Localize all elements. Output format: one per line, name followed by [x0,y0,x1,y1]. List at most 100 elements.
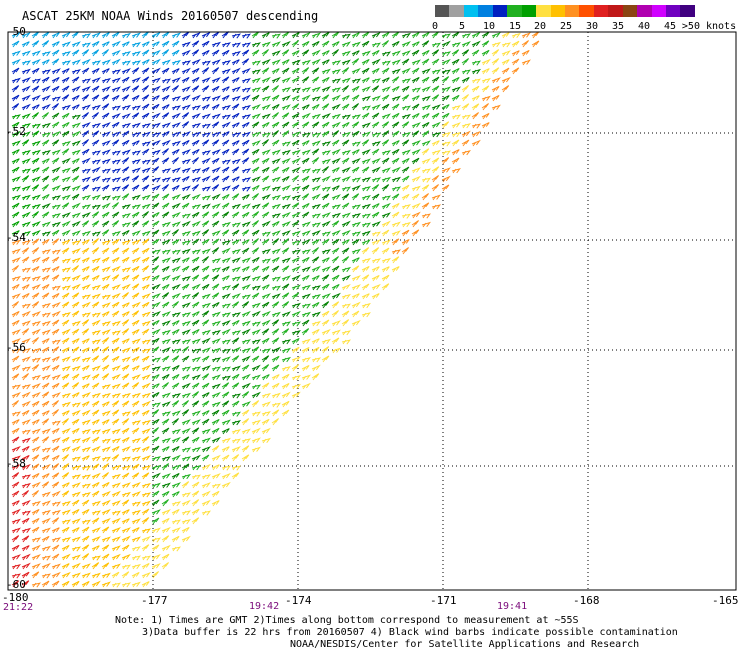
wind-barb [111,545,121,552]
wind-barb [101,384,111,390]
wind-barb [191,319,200,327]
wind-barb [191,184,199,192]
wind-barb [81,112,89,120]
wind-barb [61,60,72,66]
wind-barb [351,103,359,111]
wind-barb [301,211,310,219]
wind-barb [351,85,360,93]
legend-label-25: 25 [559,21,573,32]
wind-barb [481,49,490,57]
wind-barb [201,382,210,390]
wind-barb [171,328,180,336]
wind-barb [391,238,400,246]
wind-barb [201,283,210,291]
wind-barb [131,42,141,48]
wind-barb [131,204,142,210]
wind-barb [191,400,200,408]
wind-barb [231,203,242,210]
wind-barb [61,194,71,201]
wind-barb [221,328,231,336]
wind-barb [51,339,61,345]
wind-barb [461,139,470,147]
wind-barb [411,49,420,57]
wind-barb [171,105,182,111]
wind-barb [181,374,190,381]
wind-barb [21,562,31,570]
wind-barb [281,112,290,120]
wind-barb [391,76,400,84]
wind-barb [281,391,291,399]
wind-barb [411,211,421,219]
wind-barb [71,212,81,219]
wind-barb [101,94,110,102]
wind-barb [121,51,131,57]
wind-barb [81,266,90,273]
wind-barb [361,67,370,75]
wind-barb [491,58,500,66]
wind-barb [181,240,192,246]
wind-barb [281,328,290,336]
wind-barb [51,32,60,39]
wind-barb [361,222,372,228]
wind-barb [201,329,212,336]
wind-barb [71,482,81,489]
wind-barb [431,69,442,75]
wind-barb [121,338,130,345]
wind-barb [371,177,382,183]
wind-barb [11,103,20,111]
wind-barb [71,122,81,129]
wind-barb [81,157,91,165]
wind-barb [221,319,231,327]
wind-barb [311,185,321,192]
wind-barb [161,193,170,201]
wind-barb [101,256,110,264]
wind-barb [21,113,31,120]
wind-barb [201,203,211,210]
wind-barb [141,465,152,471]
wind-barb [21,337,31,345]
wind-barb [171,446,180,453]
wind-barb [11,257,21,264]
wind-barb [251,364,261,372]
wind-barb [71,230,81,237]
wind-barb [271,364,280,372]
wind-barb [211,193,221,201]
wind-barb [221,428,230,435]
wind-barb [331,284,340,291]
wind-barb [171,274,181,282]
wind-barb [101,220,110,228]
wind-barb [131,150,142,156]
wind-barb [141,85,149,93]
wind-barb [171,85,179,93]
wind-barb [331,320,341,327]
wind-barb [471,139,481,147]
wind-barb [151,436,160,444]
wind-barb [61,267,72,273]
wind-barb [301,104,310,111]
wind-barb [311,247,319,255]
wind-barb [191,105,201,111]
wind-barb [61,220,71,228]
wind-barb [21,535,30,543]
wind-barb [251,265,260,273]
wind-barb [181,346,189,354]
wind-barb [71,438,81,444]
wind-barb [151,391,160,399]
wind-barb [51,490,61,498]
wind-barb [71,499,80,507]
wind-barb [201,132,212,138]
wind-barb [151,77,161,84]
wind-barb [21,239,31,246]
wind-barb [151,49,161,57]
wind-barb [231,222,242,228]
wind-barb [191,446,201,453]
wind-barb [21,474,32,480]
wind-barb [481,58,491,66]
wind-barb [211,184,220,192]
wind-barb [41,193,50,201]
wind-barb [151,293,161,300]
wind-barb [211,131,221,138]
wind-barb [181,213,192,219]
wind-barb [231,438,242,444]
wind-barb [331,220,340,228]
